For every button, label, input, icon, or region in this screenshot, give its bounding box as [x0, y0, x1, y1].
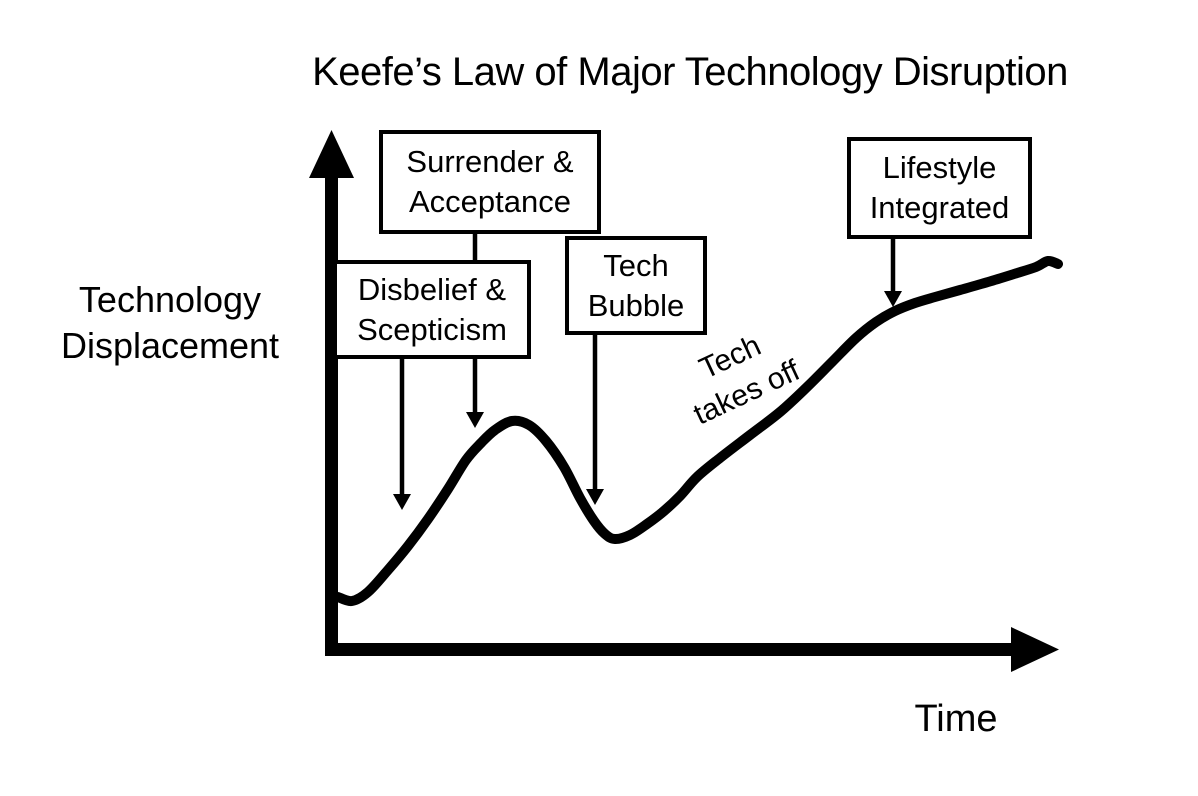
callout-surrender-line2: Acceptance: [409, 184, 571, 219]
callout-lifestyle-line1: Lifestyle: [882, 150, 997, 185]
callout-tech-bubble-line2: Bubble: [587, 287, 685, 323]
y-axis-label-line1: Technology: [78, 279, 262, 320]
callout-lifestyle-integrated: Lifestyle Integrated: [847, 137, 1032, 239]
callout-surrender-acceptance: Surrender & Acceptance: [379, 130, 601, 234]
y-axis-label-line2: Displacement: [60, 325, 280, 366]
callout-tech-bubble-line1: Tech: [603, 247, 669, 283]
callout-disbelief-line2: Scepticism: [357, 311, 507, 347]
callout-disbelief-line1: Disbelief &: [357, 271, 507, 307]
x-axis-label: Time: [914, 698, 998, 740]
callout-tech-bubble: Tech Bubble: [565, 236, 707, 335]
callout-surrender-line1: Surrender &: [406, 144, 574, 179]
chart-title: Keefe’s Law of Major Technology Disrupti…: [312, 50, 1068, 94]
y-axis-label: Technology Displacement: [20, 277, 320, 369]
callout-lifestyle-line2: Integrated: [869, 190, 1010, 225]
callout-disbelief-scepticism: Disbelief & Scepticism: [333, 260, 531, 359]
